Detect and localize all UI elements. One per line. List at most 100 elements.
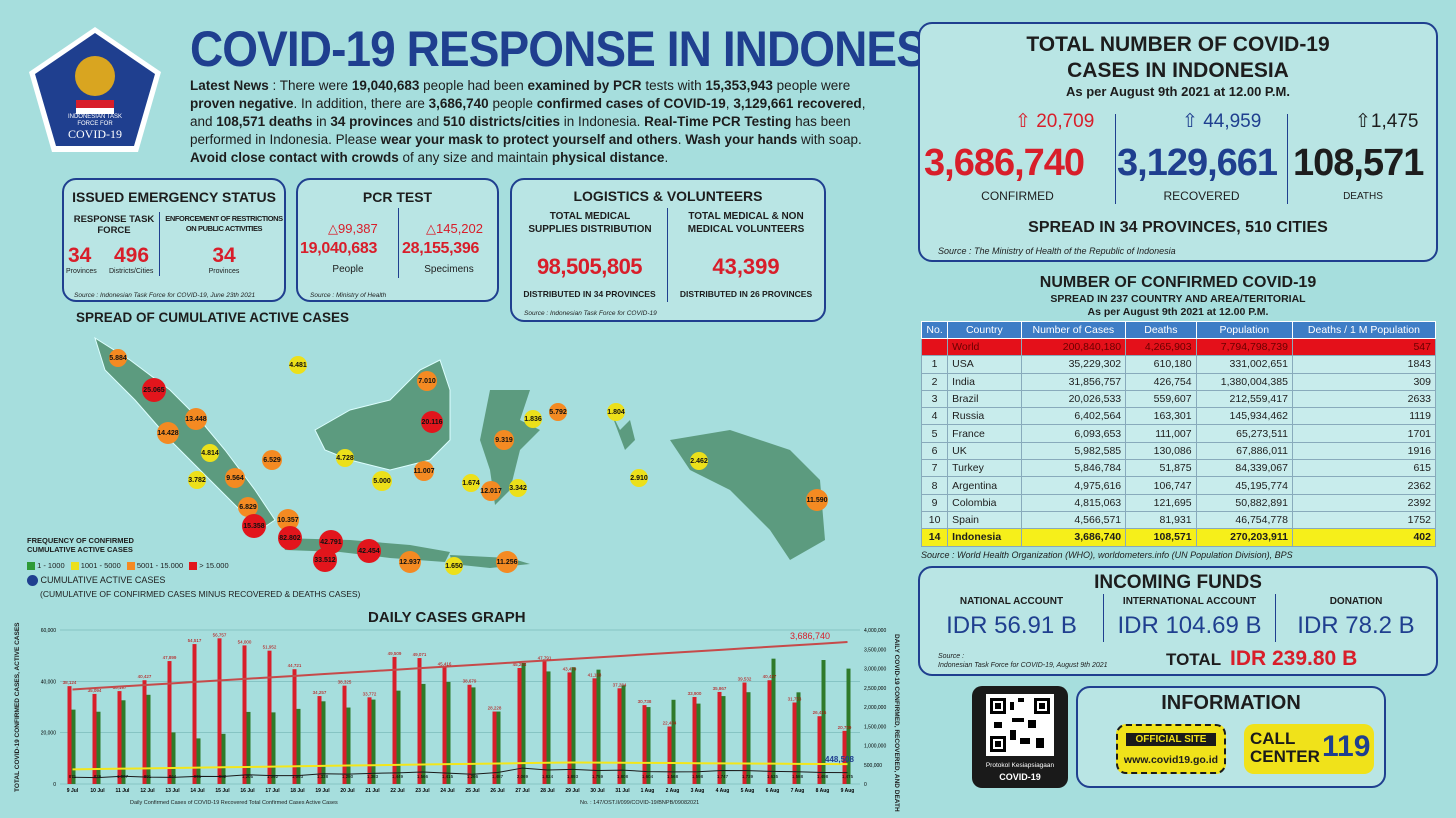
deaths-label: 1,598 <box>692 774 704 779</box>
map-legend-item-2: 5001 - 15.000 <box>126 561 183 571</box>
deaths-label: 891 <box>144 774 152 779</box>
table-cell: 130,086 <box>1125 441 1197 461</box>
table-cell: 7 <box>920 459 949 478</box>
confirmed-label: 54,517 <box>188 638 202 643</box>
pentagon-shield-icon <box>29 27 161 152</box>
official-site-link[interactable]: OFFICIAL SITE www.covid19.go.id <box>1116 724 1226 774</box>
x-tick-label: 30 Jul <box>590 788 605 794</box>
table-cell <box>920 337 949 357</box>
x-tick-label: 3 Aug <box>691 788 705 794</box>
recovered-bar <box>521 663 526 784</box>
deaths-label: 1,739 <box>742 774 754 779</box>
left-tick-label: 60,000 <box>41 628 57 634</box>
national-account-value: IDR 56.91 B <box>946 612 1077 639</box>
table-header: No. <box>920 321 949 339</box>
table-cell: 14 <box>920 528 949 547</box>
confirmed-label: 28,228 <box>488 706 502 711</box>
confirmed-label: 33,900 <box>688 691 702 696</box>
legend-active-cases: CUMULATIVE ACTIVE CASES <box>27 575 165 587</box>
table-row: 14 Indonesia 3,686,740 108,571 270,203,911 40… <box>920 528 1437 547</box>
pcr-people-increase: △99,387 <box>328 221 378 236</box>
recovered-bar <box>446 681 451 784</box>
total-deaths: 108,571 <box>1293 142 1424 184</box>
table-cell: Indonesia <box>947 528 1022 547</box>
logistics-source: Source : Indonesian Task Force for COVID… <box>524 310 657 317</box>
graph-title: DAILY CASES GRAPH <box>368 609 526 626</box>
confirmed-bar <box>67 686 72 784</box>
table-cell: 121,695 <box>1125 493 1197 512</box>
table-cell: 45,195,774 <box>1195 476 1293 495</box>
map-bubble-20: 5.000 <box>372 471 392 491</box>
deaths-label: 1,093 <box>292 774 304 779</box>
recovered-bar <box>746 692 751 784</box>
confirmed-label: 33,772 <box>363 691 377 696</box>
provinces-label: Provinces <box>66 268 97 275</box>
pcr-specimens: 28,155,396 <box>402 240 480 257</box>
map-bubble-0: 5.884 <box>109 349 127 367</box>
table-row: 3 Brazil 20,026,533 559,607 212,559,417 2633 <box>920 389 1437 409</box>
pcr-test-card: PCR TEST △99,387 △145,202 19,040,683 28,… <box>296 178 499 302</box>
graph-bottom-legend: Daily Confirmed Cases of COVID-19 Recove… <box>130 800 338 806</box>
funds-total: IDR 239.80 B <box>1230 647 1358 670</box>
table-cell: 1,380,004,385 <box>1195 372 1293 391</box>
funds-total-label: TOTAL <box>1166 650 1222 669</box>
deaths-label: 1,449 <box>392 774 404 779</box>
table-cell: 108,571 <box>1125 528 1197 547</box>
recovered-bar <box>496 711 501 784</box>
table-cell: 145,934,462 <box>1195 407 1293 426</box>
confirmed-bar <box>167 661 172 784</box>
table-cell: 4,815,063 <box>1020 493 1127 512</box>
table-cell: 84,339,067 <box>1195 459 1293 478</box>
up-arrow-icon: ⇧ <box>1355 111 1371 132</box>
call-label: CALL <box>1250 729 1296 748</box>
confirmed-label: 54,000 <box>238 639 252 644</box>
map-bubble-26: 1.836 <box>524 410 542 428</box>
table-row: 9 Colombia 4,815,063 121,695 50,882,891 2392 <box>920 493 1437 512</box>
call-center-button[interactable]: CALL CENTER 119 <box>1244 724 1374 774</box>
qr-caption-bold: COVID-19 <box>999 772 1041 782</box>
pcr-specimens-increase: △145,202 <box>426 221 483 236</box>
recovered-bar <box>846 668 851 784</box>
table-cell: 20,026,533 <box>1020 389 1127 409</box>
map-legend-item-0: 1 - 1000 <box>27 561 65 571</box>
right-tick-label: 500,000 <box>864 763 882 769</box>
total-confirmed-line <box>72 641 848 691</box>
table-cell: 4,265,903 <box>1125 337 1197 357</box>
x-tick-label: 29 Jul <box>565 788 580 794</box>
table-cell: 270,203,911 <box>1195 528 1293 547</box>
table-row: 6 UK 5,982,585 130,086 67,886,011 1916 <box>920 441 1437 461</box>
confirmed-bar <box>267 650 272 784</box>
task-force-provinces: 34 <box>68 244 92 267</box>
response-task-force-label: RESPONSE TASK FORCE <box>73 214 155 236</box>
x-tick-label: 5 Aug <box>741 788 755 794</box>
confirmed-bar <box>767 680 772 784</box>
funds-title: INCOMING FUNDS <box>1094 572 1262 593</box>
confirmed-label: 44,721 <box>288 663 302 668</box>
x-tick-label: 13 Jul <box>165 788 180 794</box>
map-bubble-6: 9.564 <box>225 468 245 488</box>
world-source: Source : World Health Organization (WHO)… <box>921 550 1293 560</box>
confirmed-label: 36,197 <box>113 685 127 690</box>
map-bubble-10: 10.357 <box>277 509 299 531</box>
table-cell: 2392 <box>1291 493 1437 512</box>
table-cell: 4 <box>920 407 949 426</box>
map-bubble-16: 1.650 <box>445 557 463 575</box>
deaths-label: 1,266 <box>467 774 479 779</box>
confirmed-bar <box>642 705 647 784</box>
table-cell: 35,229,302 <box>1020 355 1127 374</box>
left-tick-label: 40,000 <box>41 679 57 685</box>
confirmed-label: 35,094 <box>88 688 102 693</box>
recovered-bar <box>471 687 476 784</box>
confirmed-bar <box>142 680 147 784</box>
confirmed-label: 22,404 <box>663 720 677 725</box>
end-active-label: 448,508 <box>825 755 854 764</box>
qr-code-card[interactable]: Protokol Kesiapsiagaan COVID-19 <box>972 686 1068 788</box>
confirmed-bar <box>517 667 522 784</box>
totals-title-line1: TOTAL NUMBER OF COVID-19 <box>1026 33 1330 56</box>
confirmed-bar <box>392 656 397 784</box>
table-cell: 426,754 <box>1125 372 1197 391</box>
map-bubble-27: 5.792 <box>549 403 567 421</box>
map-bubble-29: 3.342 <box>509 479 527 497</box>
deaths-label: 1,759 <box>592 774 604 779</box>
table-row: 5 France 6,093,653 111,007 65,273,511 1701 <box>920 424 1437 443</box>
